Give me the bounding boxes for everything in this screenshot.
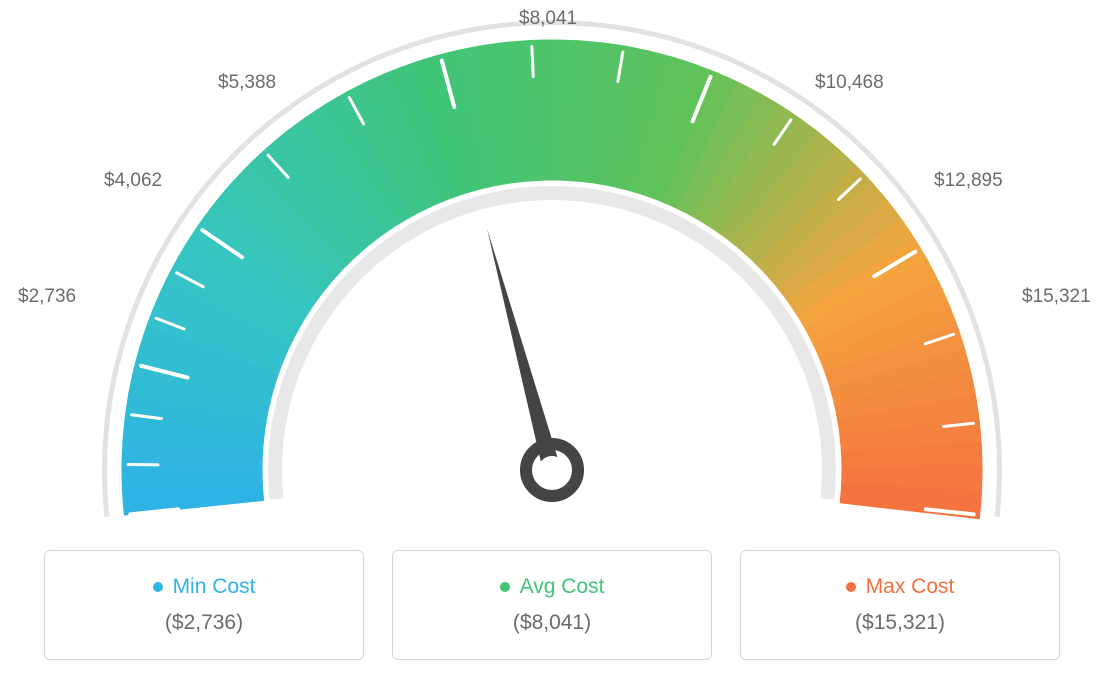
legend-dot-min <box>153 582 163 592</box>
legend-dot-avg <box>500 582 510 592</box>
legend-row: Min Cost ($2,736) Avg Cost ($8,041) Max … <box>0 550 1104 660</box>
gauge-area: $2,736 $4,062 $5,388 $8,041 $10,468 $12,895 $1… <box>0 0 1104 540</box>
gauge-tick-label: $12,895 <box>934 170 1003 192</box>
legend-box-min: Min Cost ($2,736) <box>44 550 364 660</box>
legend-value-max: ($15,321) <box>855 611 945 635</box>
legend-dot-max <box>846 582 856 592</box>
gauge-tick-label: $4,062 <box>104 170 162 192</box>
gauge-svg <box>0 0 1104 540</box>
legend-label-avg: Avg Cost <box>520 575 605 599</box>
legend-label-max: Max Cost <box>866 575 955 599</box>
gauge-chart-container: $2,736 $4,062 $5,388 $8,041 $10,468 $12,895 $1… <box>0 0 1104 690</box>
gauge-tick-label: $2,736 <box>18 286 76 308</box>
gauge-tick-label: $5,388 <box>218 72 276 94</box>
legend-label-min: Min Cost <box>173 575 256 599</box>
legend-value-min: ($2,736) <box>165 611 243 635</box>
legend-box-max: Max Cost ($15,321) <box>740 550 1060 660</box>
gauge-tick-label: $8,041 <box>519 8 577 30</box>
legend-value-avg: ($8,041) <box>513 611 591 635</box>
legend-title-max: Max Cost <box>846 575 955 599</box>
legend-title-min: Min Cost <box>153 575 256 599</box>
legend-title-avg: Avg Cost <box>500 575 605 599</box>
gauge-tick-label: $10,468 <box>815 72 884 94</box>
legend-box-avg: Avg Cost ($8,041) <box>392 550 712 660</box>
gauge-tick-label: $15,321 <box>1022 286 1091 308</box>
